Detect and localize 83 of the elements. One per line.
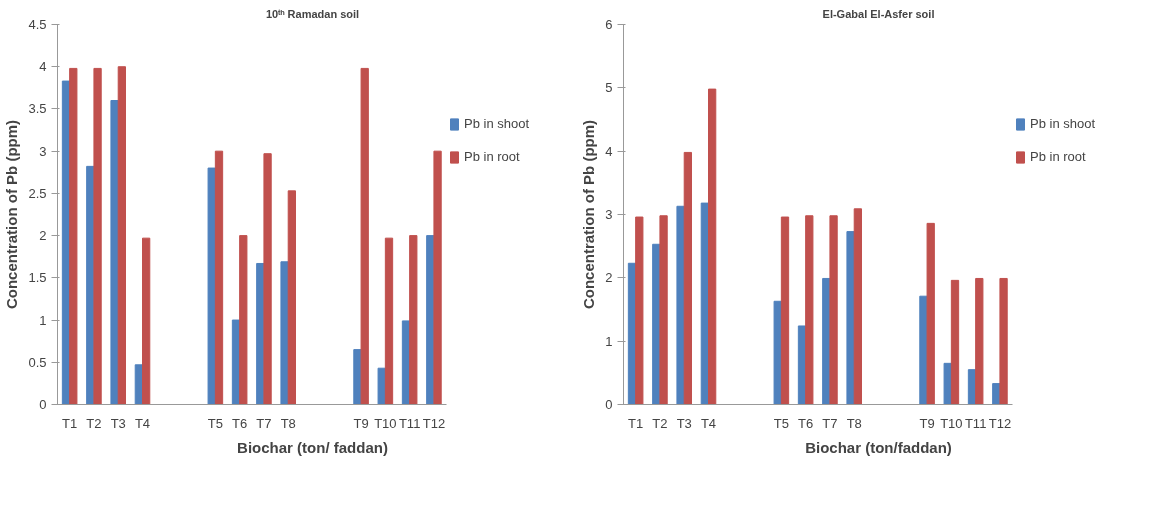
y-tick-label: 1.5 [28, 270, 47, 286]
bar [110, 100, 119, 405]
y-tick-label: 0.5 [28, 354, 47, 370]
x-tick-label: T4 [134, 415, 151, 431]
bar [676, 205, 685, 405]
x-tick-label: T8 [846, 415, 862, 431]
y-tick-label: 4 [605, 143, 613, 159]
bar [659, 215, 668, 405]
legend-label: Pb in shoot [464, 116, 530, 131]
y-tick-label: 3 [39, 143, 47, 159]
y-tick-label: 4 [39, 59, 47, 75]
y-tick-label: 1 [39, 312, 47, 328]
bar [950, 279, 960, 405]
bar [239, 235, 248, 405]
x-tick-label: T9 [919, 415, 935, 431]
x-tick-label: T11 [398, 415, 421, 431]
y-tick-label: 5 [605, 80, 613, 96]
bar [69, 67, 78, 405]
bar [635, 216, 644, 405]
x-axis-title: Biochar (ton/ faddan) [237, 438, 388, 456]
bar [773, 300, 782, 405]
bar [117, 66, 126, 405]
bar [214, 150, 224, 405]
y-tick-label: 3 [605, 207, 613, 222]
bar [780, 216, 790, 405]
bar [853, 208, 862, 405]
bar [280, 261, 289, 405]
legend-label: Pb in root [464, 149, 520, 164]
x-tick-label: T1 [628, 415, 644, 431]
bar [263, 153, 272, 405]
y-axis-title: Concentration of Pb (ppm) [580, 119, 598, 310]
bar [846, 231, 855, 405]
y-tick-label: 0 [605, 397, 613, 412]
x-tick-label: T5 [773, 415, 789, 431]
bar [708, 88, 717, 405]
bar [377, 367, 386, 405]
x-tick-label: T2 [652, 415, 668, 431]
bar [207, 167, 216, 405]
x-axis-title: Biochar (ton/faddan) [805, 438, 952, 456]
bar [433, 150, 442, 405]
legend-label: Pb in root [1030, 149, 1086, 164]
bar [975, 277, 984, 405]
x-tick-label: T6 [232, 415, 248, 431]
y-tick-label: 3.5 [28, 101, 47, 117]
y-tick-label: 2 [39, 228, 47, 244]
y-tick-label: 1 [605, 333, 613, 349]
bar [384, 237, 394, 405]
bar [142, 237, 151, 405]
bar [805, 215, 814, 405]
x-tick-label: T2 [86, 415, 102, 431]
bar [999, 277, 1008, 405]
bar [93, 67, 102, 405]
x-tick-label: T11 [964, 415, 987, 431]
x-tick-label: T8 [280, 415, 296, 431]
x-tick-label: T5 [207, 415, 223, 431]
y-tick-label: 2 [605, 270, 613, 286]
x-tick-label: T10 [940, 415, 963, 431]
y-axis-title: Concentration of Pb (ppm) [3, 119, 21, 310]
x-tick-label: T7 [256, 415, 272, 431]
x-tick-label: T6 [798, 415, 814, 431]
bar [683, 151, 692, 405]
y-tick-label: 6 [605, 17, 613, 32]
chart-title: 10ᵗʰ Ramadan soil [265, 7, 360, 20]
x-tick-label: T3 [676, 415, 692, 431]
y-tick-label: 4.5 [28, 17, 47, 32]
bar [287, 190, 296, 405]
bar [360, 67, 369, 405]
x-tick-label: T3 [110, 415, 126, 431]
chart-title: El-Gabal El-Asfer soil [822, 7, 935, 20]
x-tick-label: T9 [353, 415, 369, 431]
x-tick-label: T7 [822, 415, 838, 431]
legend-label: Pb in shoot [1030, 116, 1096, 131]
x-tick-label: T4 [700, 415, 717, 431]
y-tick-label: 2.5 [28, 185, 47, 201]
bar [829, 215, 838, 405]
x-tick-label: T12 [422, 415, 446, 431]
x-tick-label: T1 [62, 415, 78, 431]
bar [943, 362, 952, 405]
x-tick-label: T12 [988, 415, 1012, 431]
y-tick-label: 0 [39, 397, 47, 412]
x-tick-label: T10 [374, 415, 397, 431]
bar [926, 222, 935, 405]
bar [409, 235, 418, 405]
